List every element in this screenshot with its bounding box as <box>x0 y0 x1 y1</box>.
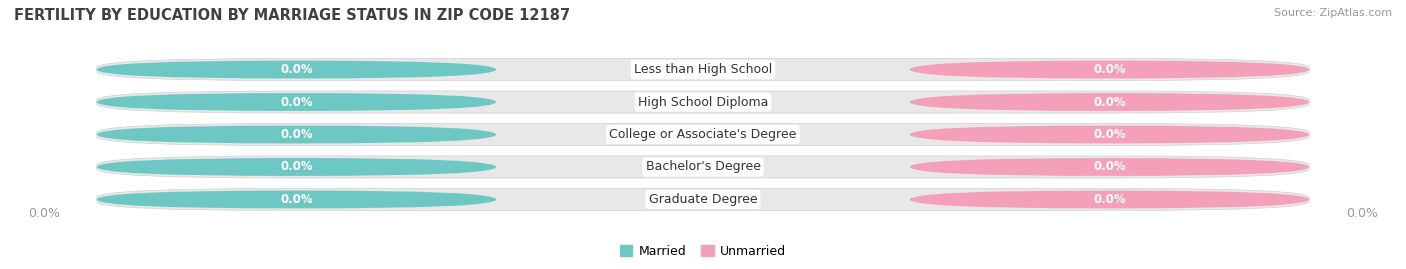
FancyBboxPatch shape <box>97 126 496 143</box>
FancyBboxPatch shape <box>97 158 496 176</box>
Text: FERTILITY BY EDUCATION BY MARRIAGE STATUS IN ZIP CODE 12187: FERTILITY BY EDUCATION BY MARRIAGE STATU… <box>14 8 571 23</box>
Text: 0.0%: 0.0% <box>1092 161 1126 174</box>
FancyBboxPatch shape <box>97 93 496 111</box>
Text: Source: ZipAtlas.com: Source: ZipAtlas.com <box>1274 8 1392 18</box>
Text: Less than High School: Less than High School <box>634 63 772 76</box>
FancyBboxPatch shape <box>910 61 1309 79</box>
FancyBboxPatch shape <box>97 123 1309 146</box>
FancyBboxPatch shape <box>97 91 1309 113</box>
Text: 0.0%: 0.0% <box>1346 207 1378 220</box>
Text: 0.0%: 0.0% <box>1092 193 1126 206</box>
FancyBboxPatch shape <box>910 126 1309 143</box>
Text: 0.0%: 0.0% <box>280 95 314 108</box>
Text: 0.0%: 0.0% <box>280 161 314 174</box>
Text: 0.0%: 0.0% <box>28 207 60 220</box>
FancyBboxPatch shape <box>97 188 1309 211</box>
Legend: Married, Unmarried: Married, Unmarried <box>614 239 792 263</box>
FancyBboxPatch shape <box>910 158 1309 176</box>
FancyBboxPatch shape <box>97 61 496 79</box>
Text: College or Associate's Degree: College or Associate's Degree <box>609 128 797 141</box>
FancyBboxPatch shape <box>910 190 1309 208</box>
Text: 0.0%: 0.0% <box>1092 95 1126 108</box>
FancyBboxPatch shape <box>97 156 1309 178</box>
Text: 0.0%: 0.0% <box>1092 128 1126 141</box>
Text: 0.0%: 0.0% <box>280 193 314 206</box>
Text: 0.0%: 0.0% <box>1092 63 1126 76</box>
Text: Graduate Degree: Graduate Degree <box>648 193 758 206</box>
FancyBboxPatch shape <box>97 190 496 208</box>
FancyBboxPatch shape <box>910 93 1309 111</box>
Text: 0.0%: 0.0% <box>280 63 314 76</box>
Text: 0.0%: 0.0% <box>280 128 314 141</box>
FancyBboxPatch shape <box>97 58 1309 81</box>
Text: High School Diploma: High School Diploma <box>638 95 768 108</box>
Text: Bachelor's Degree: Bachelor's Degree <box>645 161 761 174</box>
